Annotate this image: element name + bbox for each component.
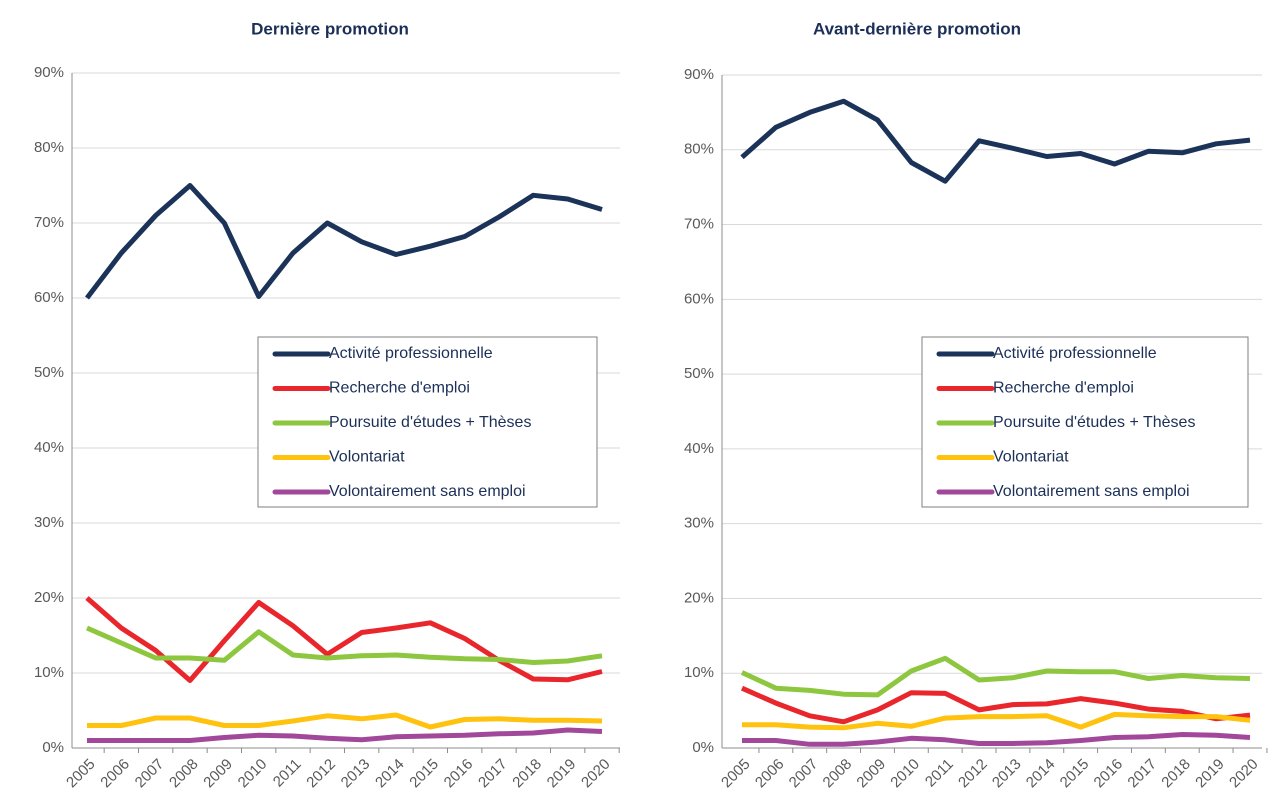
x-tick-label: 2016	[1091, 756, 1127, 792]
x-tick-label: 2010	[887, 756, 923, 792]
series-line	[742, 711, 1251, 731]
x-tick-label: 2008	[166, 756, 202, 792]
y-tick-label: 60%	[684, 290, 714, 307]
series-line	[742, 732, 1251, 747]
chart-title: Dernière promotion	[251, 19, 409, 38]
y-tick-label: 40%	[684, 440, 714, 457]
x-tick-label: 2010	[235, 756, 271, 792]
y-tick-label: 0%	[692, 739, 714, 756]
x-tick-label: 2017	[1124, 756, 1160, 792]
y-tick-label: 20%	[684, 589, 714, 606]
legend-label: Poursuite d'études + Thèses	[993, 414, 1195, 431]
legend-label: Volontairement sans emploi	[329, 483, 526, 500]
x-tick-label: 2012	[303, 756, 339, 792]
x-tick-label: 2011	[270, 756, 305, 791]
x-tick-label: 2012	[955, 756, 991, 792]
x-tick-label: 2005	[63, 756, 99, 792]
x-tick-label: 2014	[372, 756, 408, 792]
series-line	[740, 655, 1251, 698]
series-line	[87, 712, 603, 730]
x-tick-label: 2019	[544, 756, 580, 792]
y-tick-label: 40%	[34, 439, 64, 456]
x-tick-label: 2009	[853, 756, 889, 792]
y-tick-label: 70%	[684, 216, 714, 233]
x-tick-label: 2011	[922, 756, 957, 791]
x-tick-label: 2018	[509, 756, 545, 792]
y-tick-label: 10%	[34, 664, 64, 681]
series-line	[85, 596, 603, 683]
x-tick-label: 2017	[475, 756, 511, 792]
legend-label: Activité professionnelle	[329, 345, 493, 362]
legend-label: Volontariat	[993, 449, 1069, 466]
y-tick-label: 50%	[684, 365, 714, 382]
legend-label: Volontairement sans emploi	[993, 483, 1190, 500]
y-tick-label: 0%	[42, 739, 64, 756]
y-tick-label: 80%	[34, 139, 64, 156]
x-tick-label: 2013	[989, 756, 1025, 792]
y-tick-label: 60%	[34, 289, 64, 306]
x-tick-label: 2007	[786, 756, 822, 792]
y-tick-label: 20%	[34, 589, 64, 606]
legend-label: Volontariat	[329, 449, 405, 466]
x-tick-label: 2005	[718, 756, 754, 792]
series-line	[85, 625, 603, 665]
x-tick-label: 2006	[97, 756, 133, 792]
x-tick-label: 2015	[406, 756, 442, 792]
x-tick-label: 2013	[338, 756, 374, 792]
x-tick-label: 2018	[1158, 756, 1194, 792]
legend-label: Activité professionnelle	[993, 345, 1157, 362]
x-tick-label: 2019	[1192, 756, 1228, 792]
chart-title: Avant-dernière promotion	[813, 19, 1021, 38]
legend-label: Recherche d'emploi	[993, 380, 1134, 397]
series-line	[87, 727, 603, 743]
y-tick-label: 50%	[34, 364, 64, 381]
x-tick-label: 2015	[1057, 756, 1093, 792]
x-tick-label: 2009	[200, 756, 236, 792]
x-tick-label: 2020	[1226, 756, 1262, 792]
x-tick-label: 2007	[132, 756, 168, 792]
x-tick-label: 2020	[578, 756, 614, 792]
series-line	[740, 685, 1251, 725]
series-line	[85, 183, 603, 300]
x-tick-label: 2014	[1023, 756, 1059, 792]
x-tick-label: 2006	[752, 756, 788, 792]
legend-label: Recherche d'emploi	[329, 380, 470, 397]
y-tick-label: 80%	[684, 141, 714, 158]
y-tick-label: 10%	[684, 664, 714, 681]
series-line	[740, 98, 1251, 184]
y-tick-label: 30%	[684, 515, 714, 532]
x-tick-label: 2016	[441, 756, 477, 792]
y-tick-label: 70%	[34, 214, 64, 231]
y-tick-label: 90%	[34, 64, 64, 81]
y-tick-label: 90%	[684, 66, 714, 83]
legend-label: Poursuite d'études + Thèses	[329, 414, 531, 431]
y-tick-label: 30%	[34, 514, 64, 531]
x-tick-label: 2008	[820, 756, 856, 792]
